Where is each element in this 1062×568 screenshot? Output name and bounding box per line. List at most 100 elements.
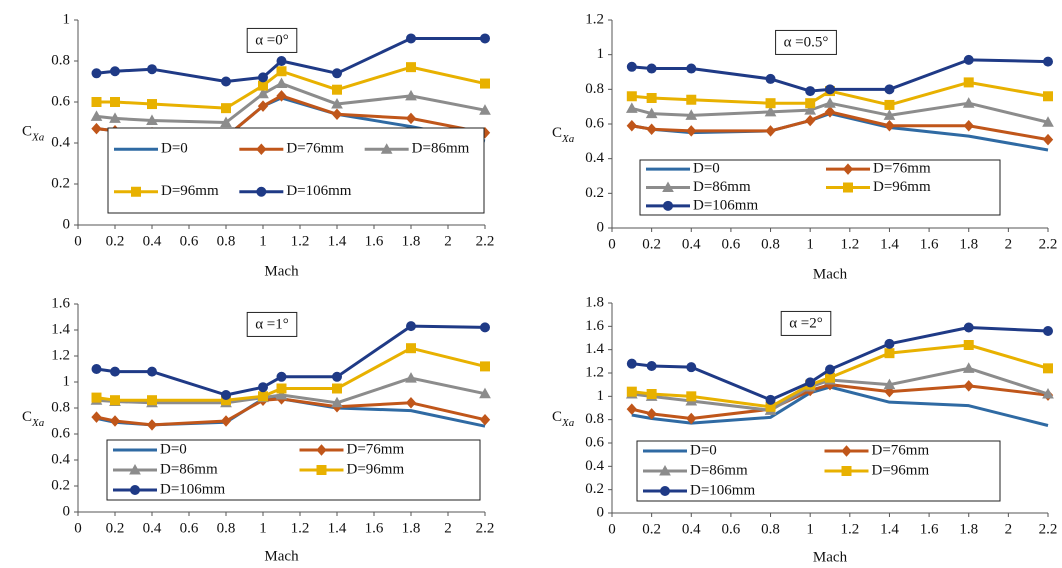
marker (479, 387, 491, 399)
marker (316, 444, 327, 456)
annotation-box (246, 311, 298, 337)
marker (825, 372, 835, 383)
marker (109, 415, 121, 427)
marker (825, 84, 835, 95)
x-tick-label: 2.2 (476, 233, 495, 249)
x-tick-label: 2 (444, 520, 452, 536)
y-tick-label: 0.4 (51, 134, 70, 150)
marker (332, 383, 342, 394)
y-axis-label-main: C (552, 125, 562, 141)
x-tick-label: 0 (608, 521, 616, 537)
annotation: α =1° (255, 316, 289, 332)
x-axis-label: Mach (813, 549, 848, 565)
y-tick-label: 1 (63, 373, 71, 389)
marker (91, 411, 102, 423)
marker (686, 362, 697, 373)
marker (626, 91, 637, 102)
annotation: α =0° (255, 32, 289, 48)
y-axis-label-main: C (22, 409, 32, 425)
x-tick-label: 0.4 (682, 236, 701, 252)
marker (221, 76, 231, 87)
marker (963, 340, 974, 350)
x-tick-label: 0.4 (143, 233, 162, 249)
marker (130, 485, 140, 495)
y-axis-label-main: C (22, 124, 32, 140)
marker (479, 413, 491, 426)
marker (147, 64, 157, 75)
legend-label: D=96mm (872, 462, 930, 478)
x-tick-label: 1 (806, 521, 814, 537)
y-tick-label: 0.8 (585, 411, 604, 427)
marker (110, 66, 120, 77)
x-tick-label: 2 (1005, 521, 1013, 537)
x-tick-label: 0.6 (722, 236, 741, 252)
marker (405, 397, 417, 409)
marker (660, 486, 670, 496)
y-tick-label: 0.6 (51, 425, 70, 441)
x-tick-label: 1.2 (291, 233, 310, 249)
marker (331, 98, 343, 109)
marker (91, 364, 102, 374)
y-axis-label-subscript: Xa (561, 417, 575, 429)
marker (91, 97, 102, 107)
annotation: α =2° (789, 315, 823, 331)
legend-label: D=0 (160, 441, 187, 457)
marker (146, 114, 158, 125)
legend-label: D=106mm (160, 481, 225, 497)
x-tick-label: 1.6 (920, 236, 939, 252)
marker (841, 445, 852, 457)
x-tick-label: 0 (74, 520, 82, 536)
marker (1042, 387, 1054, 399)
marker (257, 87, 269, 99)
x-tick-label: 0.6 (180, 520, 199, 536)
marker (884, 385, 895, 398)
marker (480, 361, 490, 372)
y-tick-label: 0 (63, 216, 71, 232)
x-tick-label: 0 (74, 233, 82, 249)
y-tick-label: 1 (597, 46, 605, 62)
x-tick-label: 1.6 (365, 233, 384, 249)
marker (963, 54, 974, 65)
marker (331, 396, 343, 408)
marker (1043, 326, 1053, 336)
marker (884, 348, 895, 359)
marker (645, 107, 658, 119)
legend-label: D=96mm (161, 183, 219, 199)
y-tick-label: 0.2 (585, 185, 604, 201)
marker (129, 463, 141, 475)
marker (963, 119, 974, 132)
x-axis-label: Mach (264, 263, 299, 279)
x-tick-label: 1.8 (402, 233, 421, 249)
x-tick-label: 1.4 (328, 233, 347, 249)
marker (805, 86, 816, 97)
marker (220, 116, 232, 127)
panel: 0 0.2 0.4 0.6 0.8 1 1.2 1.4 1.6 0 0.2 0.4 0.6 0.8 1 1.2… (22, 295, 494, 564)
annotation-box (780, 310, 832, 336)
marker (884, 84, 895, 95)
x-tick-label: 1.8 (959, 521, 978, 537)
y-tick-label: 1.6 (51, 295, 70, 311)
marker (257, 100, 269, 112)
marker (405, 372, 417, 383)
marker (1042, 133, 1054, 146)
x-tick-label: 0.8 (761, 236, 780, 252)
marker (258, 80, 268, 91)
x-tick-label: 0.2 (642, 521, 661, 537)
y-tick-label: 0.2 (51, 175, 70, 191)
legend-box (639, 159, 1001, 216)
legend-label: D=86mm (412, 141, 470, 157)
panel: 0 0.2 0.4 0.6 0.8 1 1.2 0 0.2 0.4 0.6 0.8 1 1.2 1.4 1.6… (552, 11, 1057, 282)
marker (686, 63, 697, 74)
annotation: α =0.5° (784, 34, 829, 50)
marker (646, 408, 657, 420)
marker (480, 322, 490, 333)
x-tick-label: 1.4 (880, 521, 899, 537)
legend-label: D=96mm (873, 179, 931, 195)
y-axis-label-subscript: Xa (561, 133, 575, 145)
legend-label: D=0 (161, 141, 188, 157)
marker (686, 391, 697, 402)
legend-label: D=96mm (347, 461, 405, 477)
y-axis-label: CXa (552, 125, 575, 144)
marker (843, 182, 853, 193)
